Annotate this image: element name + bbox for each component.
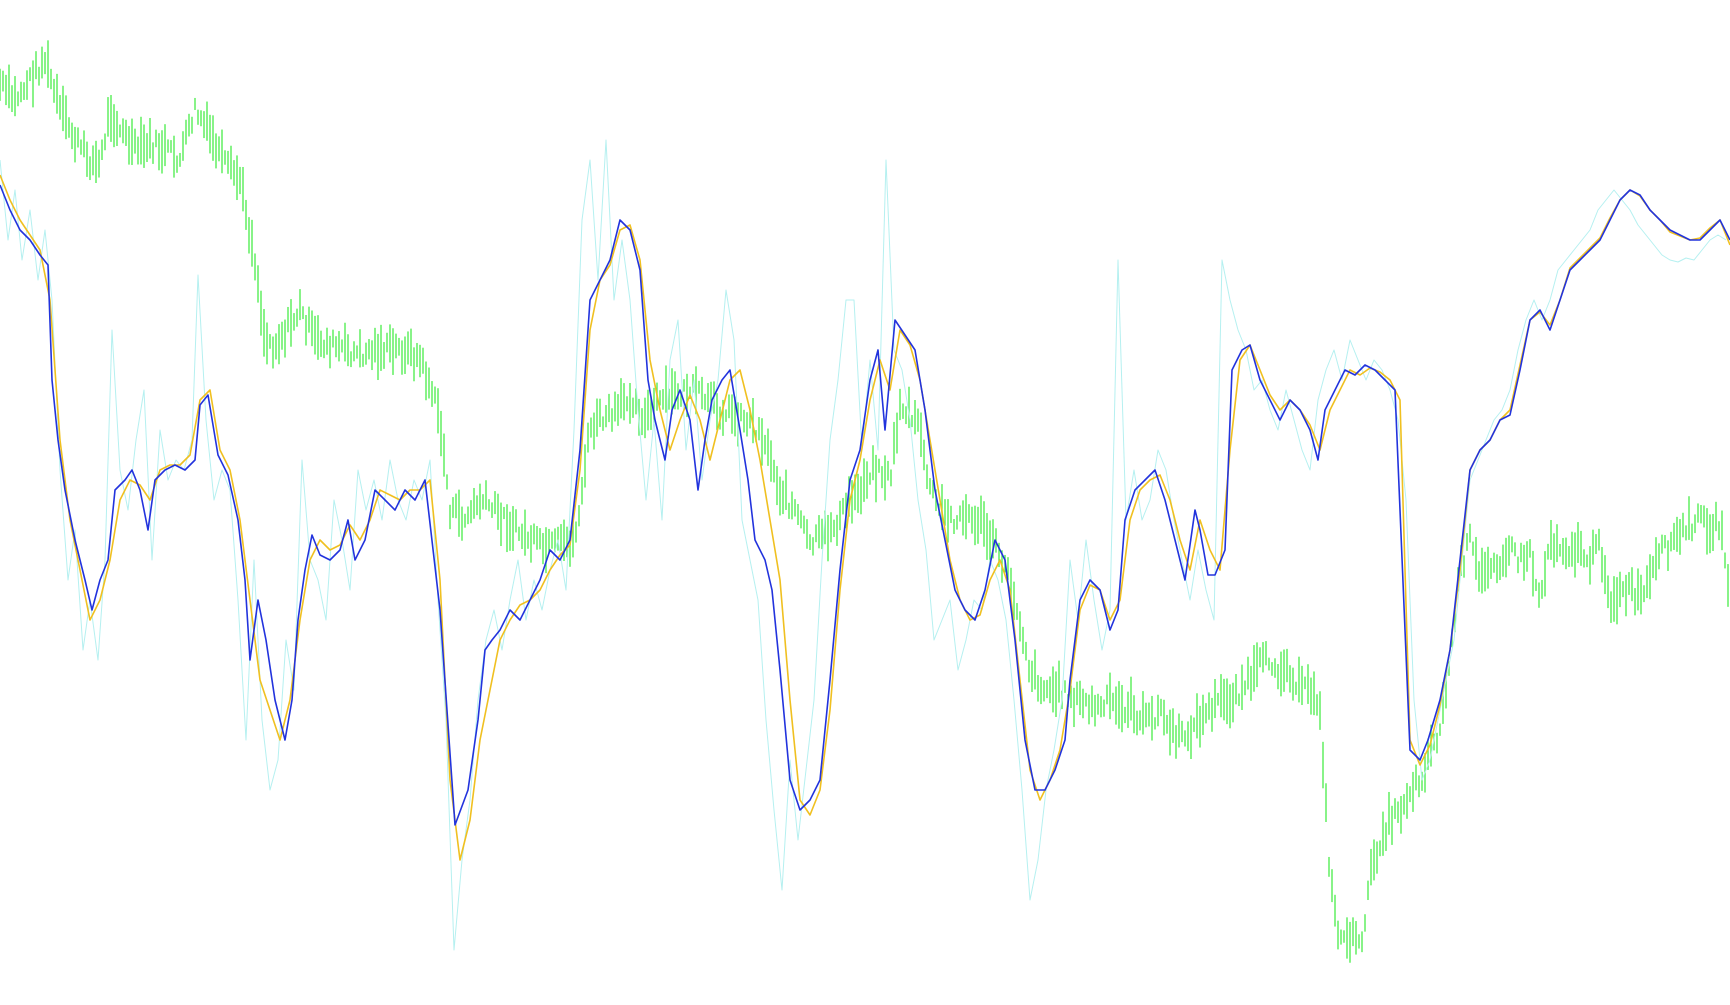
- fast-line-layer: [0, 184, 1730, 826]
- fast-line-series: [0, 184, 1730, 826]
- slow-line-series: [0, 174, 1730, 861]
- slow-line-layer: [0, 174, 1730, 861]
- price-bars-layer: [0, 40, 1729, 963]
